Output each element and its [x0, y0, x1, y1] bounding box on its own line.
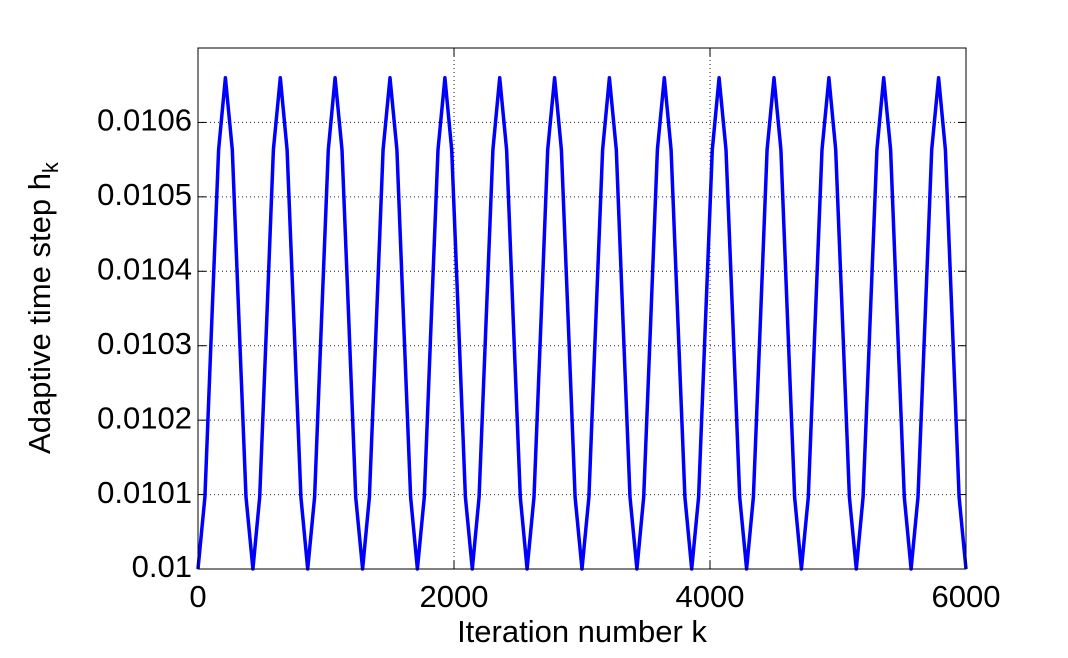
y-tick-label: 0.01	[132, 549, 192, 584]
plot-area	[198, 48, 966, 569]
y-tick-label: 0.0101	[97, 475, 192, 510]
y-tick-label: 0.0106	[97, 103, 192, 138]
plot-frame	[197, 47, 967, 570]
x-tick-label: 4000	[676, 579, 745, 614]
y-axis-label-text: Adaptive time step h	[22, 173, 57, 454]
x-tick-label: 0	[189, 579, 206, 614]
x-axis-label: Iteration number k	[457, 614, 707, 649]
y-tick-label: 0.0102	[97, 400, 192, 435]
y-tick-label: 0.0104	[97, 251, 192, 286]
y-axis-label: Adaptive time step hk	[22, 161, 63, 454]
y-tick-label: 0.0103	[97, 326, 192, 361]
x-tick-label: 6000	[932, 579, 1001, 614]
y-tick-label: 0.0105	[97, 177, 192, 212]
x-tick-label: 2000	[420, 579, 489, 614]
y-axis-label-subscript: k	[38, 161, 63, 173]
